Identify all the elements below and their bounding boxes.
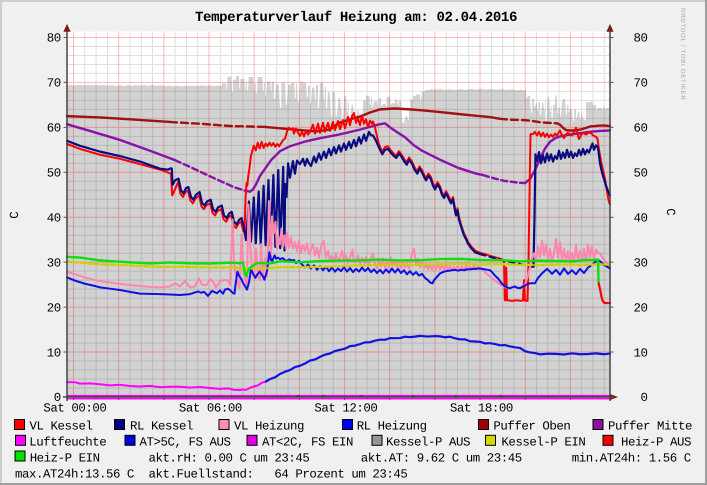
svg-text:AT>5C, FS AUS: AT>5C, FS AUS — [140, 435, 231, 449]
svg-text:0: 0 — [54, 391, 61, 405]
svg-text:80: 80 — [47, 32, 61, 46]
svg-text:60: 60 — [47, 122, 61, 136]
svg-text:AT<2C, FS EIN: AT<2C, FS EIN — [262, 435, 353, 449]
svg-text:akt.Fuellstand: 64 Prozent u: akt.Fuellstand: 64 Prozent um 23:45 — [149, 467, 408, 481]
svg-text:Sat 12:00: Sat 12:00 — [314, 402, 377, 416]
svg-text:RL Heizung: RL Heizung — [357, 419, 427, 433]
svg-text:Sat 18:00: Sat 18:00 — [450, 402, 513, 416]
svg-text:Kessel-P AUS: Kessel-P AUS — [386, 435, 470, 449]
svg-text:Puffer Oben: Puffer Oben — [493, 419, 570, 433]
svg-text:C: C — [8, 211, 22, 218]
svg-text:80: 80 — [634, 32, 648, 46]
svg-text:50: 50 — [634, 167, 648, 181]
svg-text:10: 10 — [634, 346, 648, 360]
svg-text:70: 70 — [47, 77, 61, 91]
svg-text:50: 50 — [47, 167, 61, 181]
svg-text:40: 40 — [634, 211, 648, 225]
svg-text:Puffer Mitte: Puffer Mitte — [608, 419, 692, 433]
svg-text:Kessel-P EIN: Kessel-P EIN — [501, 435, 585, 449]
svg-text:Sat 06:00: Sat 06:00 — [179, 402, 242, 416]
svg-text:60: 60 — [634, 122, 648, 136]
svg-text:VL Kessel: VL Kessel — [30, 419, 93, 433]
svg-text:Heiz-P AUS: Heiz-P AUS — [621, 435, 691, 449]
svg-text:30: 30 — [47, 256, 61, 270]
svg-text:10: 10 — [47, 346, 61, 360]
svg-text:VL Heizung: VL Heizung — [234, 419, 304, 433]
svg-text:20: 20 — [634, 301, 648, 315]
svg-text:akt.AT: 9.62 C um 23:45: akt.AT: 9.62 C um 23:45 — [361, 451, 522, 465]
svg-text:akt.rH: 0.00 C um 23:45: akt.rH: 0.00 C um 23:45 — [149, 451, 310, 465]
svg-text:max.AT24h:13.56 C: max.AT24h:13.56 C — [15, 467, 134, 481]
svg-text:Temperaturverlauf Heizung am:: Temperaturverlauf Heizung am: 02.04.2016 — [195, 10, 517, 26]
svg-text:Heiz-P EIN: Heiz-P EIN — [30, 451, 100, 465]
svg-text:30: 30 — [634, 256, 648, 270]
svg-text:RRDTOOL / TOBI OETIKER: RRDTOOL / TOBI OETIKER — [679, 8, 686, 100]
svg-text:40: 40 — [47, 211, 61, 225]
svg-text:70: 70 — [634, 77, 648, 91]
svg-text:Sat 00:00: Sat 00:00 — [43, 402, 106, 416]
svg-text:RL Kessel: RL Kessel — [130, 419, 193, 433]
svg-text:min.AT24h: 1.56 C: min.AT24h: 1.56 C — [572, 451, 691, 465]
svg-text:Luftfeuchte: Luftfeuchte — [29, 435, 106, 449]
svg-text:0: 0 — [641, 391, 648, 405]
svg-text:C: C — [663, 208, 677, 215]
svg-text:20: 20 — [47, 301, 61, 315]
